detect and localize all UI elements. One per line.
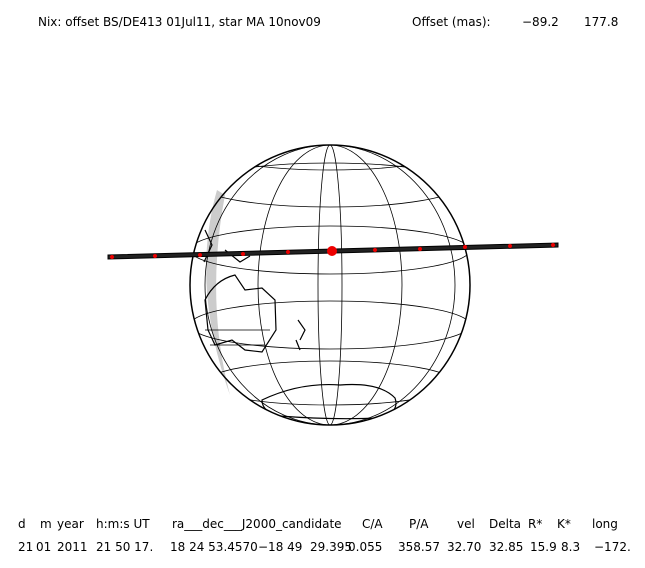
table-header: d m year h:m:s UT ra___dec___J2000_candidate… bbox=[18, 517, 618, 531]
column-header: h:m:s UT bbox=[96, 517, 150, 531]
cell: 2011 bbox=[57, 540, 88, 554]
column-header: K* bbox=[557, 517, 571, 531]
graticule bbox=[190, 145, 470, 425]
cell: 18 24 53.4570 bbox=[170, 540, 258, 554]
night-limb bbox=[206, 190, 230, 395]
column-header: Delta bbox=[489, 517, 521, 531]
offset-label: Offset (mas): bbox=[412, 15, 491, 29]
star-position bbox=[327, 246, 337, 256]
cell: −18 49 29.395 bbox=[258, 540, 352, 554]
cell: 358.57 bbox=[398, 540, 440, 554]
column-header: m bbox=[40, 517, 52, 531]
column-header: d bbox=[18, 517, 26, 531]
column-header: year bbox=[57, 517, 84, 531]
cell: 32.70 bbox=[447, 540, 481, 554]
column-header: P/A bbox=[409, 517, 429, 531]
column-header: R* bbox=[528, 517, 542, 531]
offset-value: 177.8 bbox=[584, 15, 618, 29]
globe bbox=[189, 144, 471, 426]
shadow-path bbox=[107, 242, 559, 260]
column-header: vel bbox=[457, 517, 475, 531]
cell: 32.85 bbox=[489, 540, 523, 554]
cell: 15.9 bbox=[530, 540, 557, 554]
column-header: C/A bbox=[362, 517, 383, 531]
cell: 0.055 bbox=[348, 540, 382, 554]
table-row: 21 01 2011 21 50 17. 18 24 53.4570 −18 49 29.… bbox=[18, 540, 631, 554]
column-header: long bbox=[592, 517, 618, 531]
cell: 21 bbox=[18, 540, 33, 554]
title: Nix: offset BS/DE413 01Jul11, star MA 10… bbox=[38, 15, 321, 29]
cell: 21 50 17. bbox=[96, 540, 153, 554]
cell: 01 bbox=[36, 540, 51, 554]
path-points bbox=[110, 243, 555, 259]
column-header: ra___dec___J2000_candidate bbox=[172, 517, 342, 531]
offset-value: −89.2 bbox=[522, 15, 559, 29]
coastlines bbox=[203, 229, 397, 420]
cell: −172. bbox=[594, 540, 631, 554]
cell: 8.3 bbox=[561, 540, 580, 554]
